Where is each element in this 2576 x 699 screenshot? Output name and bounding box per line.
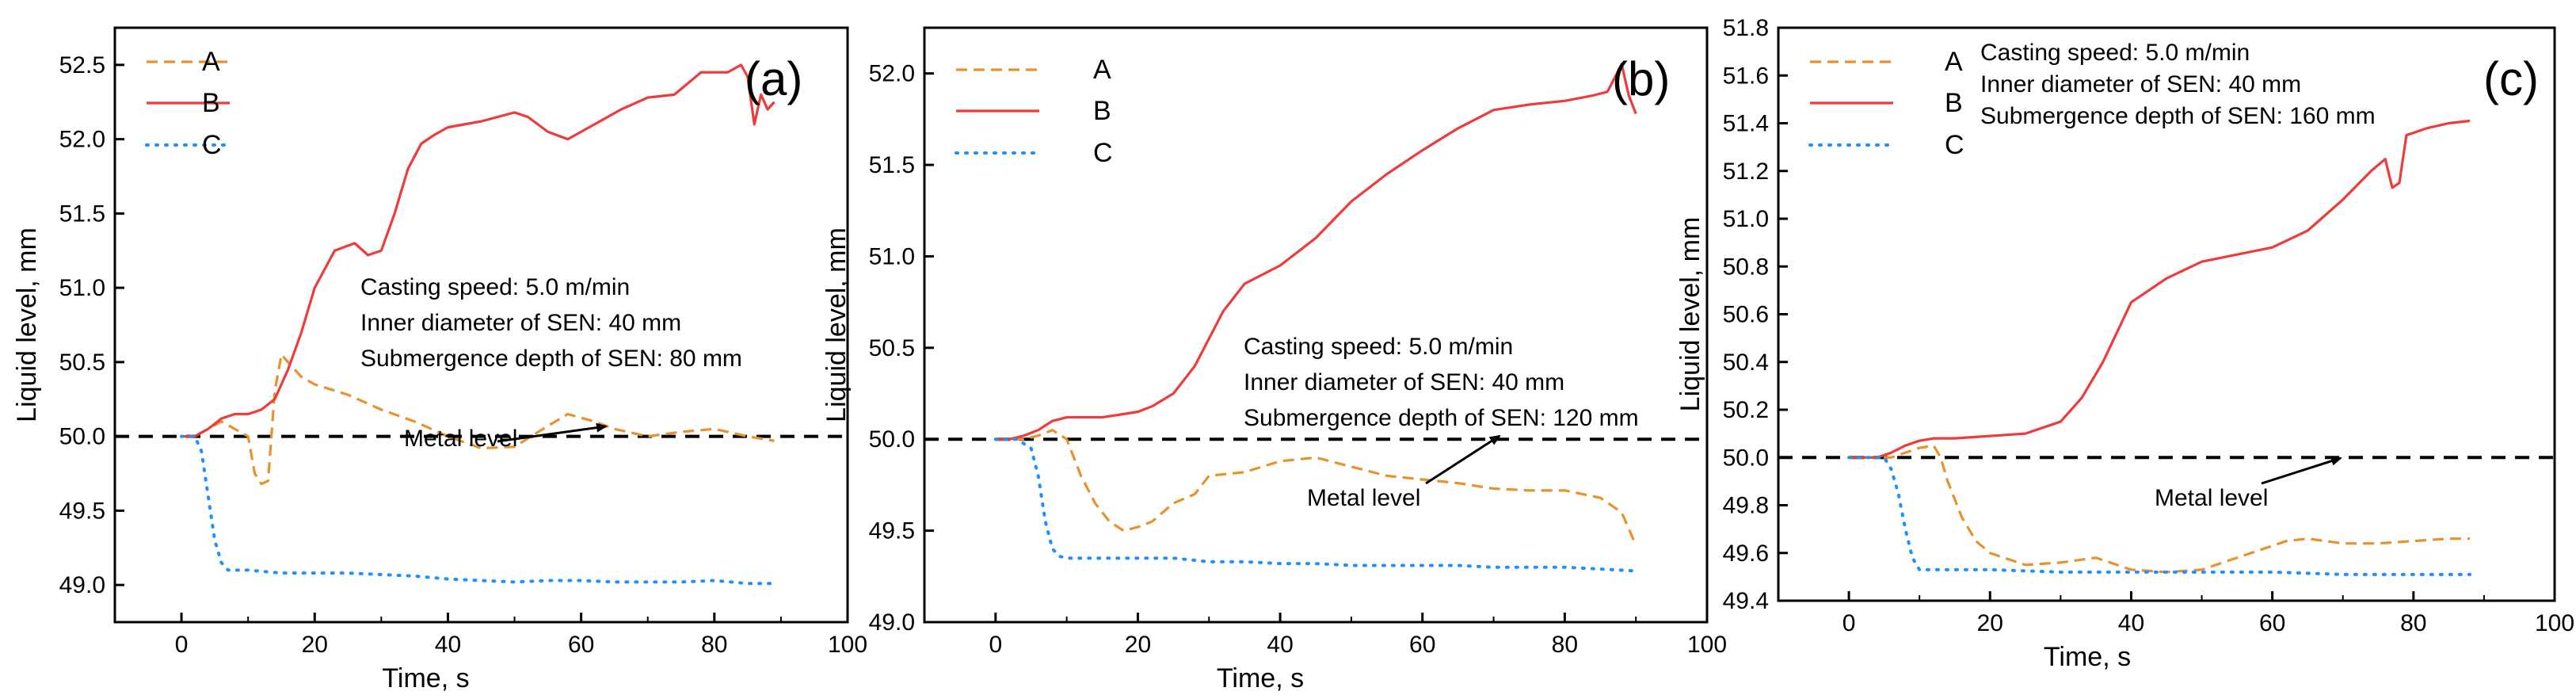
y-tick-label: 52.5 <box>59 52 105 78</box>
series-line-b <box>995 63 1637 441</box>
legend: ABC <box>955 55 1113 168</box>
legend-label-c: C <box>1093 138 1113 168</box>
y-tick-label: 51.8 <box>1723 15 1769 41</box>
y-tick-label: 51.0 <box>1723 206 1769 232</box>
y-tick-label: 49.5 <box>59 498 105 524</box>
series-line-c <box>180 434 776 586</box>
metal-level-label: Metal level <box>1307 485 1420 511</box>
metal-level-arrow <box>2261 456 2342 485</box>
y-tick-label: 49.6 <box>1723 540 1769 567</box>
chart-panel-a: 0 20 40 60 80 100 49.0 49.5 50.0 50.5 51.0 51.5 52.0… <box>12 26 867 693</box>
y-tick-label: 50.6 <box>1723 302 1769 328</box>
x-tick-label: 80 <box>701 632 727 658</box>
x-tick-label: 20 <box>1977 610 2003 636</box>
x-tick-label: 100 <box>1687 632 1727 658</box>
x-tick-label: 40 <box>1267 632 1293 658</box>
x-axis-label: Time, s <box>2044 642 2131 672</box>
condition-annotation: Casting speed: 5.0 m/min <box>360 274 630 300</box>
condition-annotation: Submergence depth of SEN: 160 mm <box>1980 103 2376 129</box>
y-tick-label: 51.5 <box>59 201 105 227</box>
y-tick-label: 52.0 <box>59 127 105 153</box>
series-line-c <box>1847 456 2472 576</box>
metal-level-arrow <box>497 422 608 443</box>
x-tick-label: 60 <box>1409 632 1435 658</box>
y-tick-label: 50.2 <box>1723 397 1769 423</box>
chart-panel-c: 0 20 40 60 80 100 49.4 49.6 49.8 50.0 50.2 50.4 50.6… <box>1675 15 2574 672</box>
legend-label-b: B <box>1945 88 1963 118</box>
y-tick-label: 51.2 <box>1723 159 1769 185</box>
series-line-b <box>1849 119 2471 459</box>
y-tick-label: 52.0 <box>869 61 915 87</box>
series-line-c <box>993 437 1638 573</box>
y-axis-label: Liquid level, mm <box>821 227 852 422</box>
series-line-b <box>181 63 775 438</box>
x-tick-label: 80 <box>2400 610 2426 636</box>
x-axis-label: Time, s <box>382 663 469 693</box>
x-axis-label: Time, s <box>1217 663 1304 693</box>
y-tick-label: 50.0 <box>59 424 105 450</box>
condition-annotation: Casting speed: 5.0 m/min <box>1244 334 1513 360</box>
y-axis-label: Liquid level, mm <box>12 227 42 422</box>
series-line-a <box>181 353 775 486</box>
x-tick-label: 80 <box>1552 632 1578 658</box>
legend-label-c: C <box>1945 130 1964 160</box>
panel-label: (b) <box>1612 52 1670 105</box>
condition-annotation: Inner diameter of SEN: 40 mm <box>1980 71 2301 97</box>
x-tick-label: 60 <box>568 632 594 658</box>
y-axis-label: Liquid level, mm <box>1675 217 1705 412</box>
y-tick-label: 49.5 <box>869 518 915 544</box>
chart-panel-b: 0 20 40 60 80 10049.049.550.050.551.051.552.0… <box>821 26 1727 693</box>
x-tick-label: 40 <box>435 632 461 658</box>
x-tick-label: 0 <box>1842 610 1856 636</box>
metal-level-label: Metal level <box>404 426 517 452</box>
series-line-a <box>995 429 1637 546</box>
y-tick-label: 50.0 <box>1723 445 1769 471</box>
y-tick-label: 51.4 <box>1723 111 1769 137</box>
legend: ABC <box>1808 47 1964 160</box>
plot-frame <box>113 26 849 624</box>
condition-annotation: Casting speed: 5.0 m/min <box>1980 40 2250 66</box>
condition-annotation: Submergence depth of SEN: 120 mm <box>1244 405 1639 431</box>
condition-annotation: Submergence depth of SEN: 80 mm <box>360 346 742 372</box>
y-tick-label: 50.5 <box>59 350 105 376</box>
x-tick-label: 20 <box>1125 632 1151 658</box>
legend-label-c: C <box>202 130 222 160</box>
y-tick-label: 51.0 <box>59 275 105 301</box>
y-tick-label: 50.8 <box>1723 254 1769 280</box>
x-tick-label: 60 <box>2259 610 2285 636</box>
y-tick-label: 51.5 <box>869 152 915 178</box>
condition-annotation: Inner diameter of SEN: 40 mm <box>360 310 681 336</box>
y-tick-label: 51.0 <box>869 243 915 269</box>
x-tick-label: 100 <box>828 632 867 658</box>
x-tick-label: 20 <box>302 632 328 658</box>
panel-label: (a) <box>745 52 802 105</box>
y-tick-label: 49.8 <box>1723 493 1769 519</box>
legend-label-a: A <box>1093 55 1111 85</box>
y-tick-label: 50.5 <box>869 335 915 361</box>
metal-level-label: Metal level <box>2155 485 2268 511</box>
series-line-a <box>1849 444 2471 574</box>
x-tick-label: 100 <box>2535 610 2574 636</box>
legend-label-b: B <box>1093 96 1111 126</box>
x-tick-label: 0 <box>175 632 189 658</box>
x-tick-label: 40 <box>2118 610 2144 636</box>
y-tick-label: 50.0 <box>869 426 915 453</box>
plot-frame <box>923 26 1709 624</box>
metal-level-arrow <box>1425 434 1501 485</box>
panel-label: (c) <box>2483 52 2539 105</box>
y-tick-label: 51.6 <box>1723 63 1769 89</box>
y-tick-label: 49.4 <box>1723 588 1769 614</box>
legend: ABC <box>145 47 231 160</box>
legend-label-a: A <box>1945 47 1963 77</box>
condition-annotation: Inner diameter of SEN: 40 mm <box>1244 369 1564 395</box>
y-tick-label: 49.0 <box>869 609 915 636</box>
legend-label-b: B <box>202 88 220 118</box>
legend-label-a: A <box>202 47 220 77</box>
y-tick-label: 49.0 <box>59 572 105 598</box>
x-tick-label: 0 <box>989 632 1002 658</box>
y-tick-label: 50.4 <box>1723 350 1769 376</box>
